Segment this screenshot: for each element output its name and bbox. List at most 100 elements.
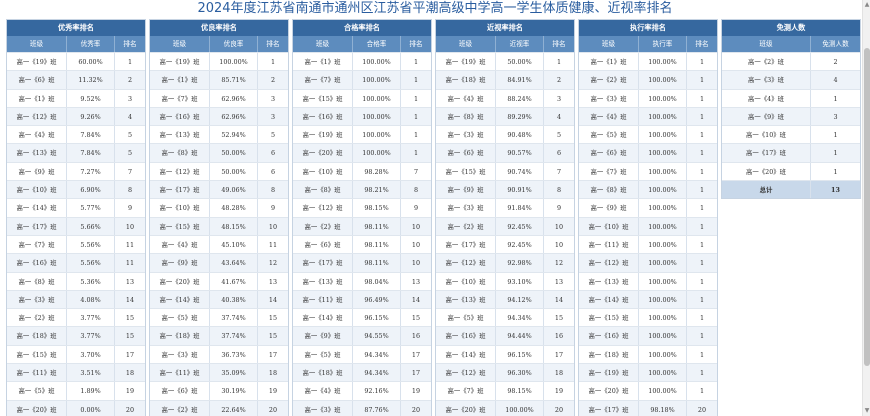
table-row: 高一《13》班 7.84% 5: [7, 143, 145, 162]
table-cell: 5.56%: [67, 254, 115, 272]
table-cell: 1: [833, 94, 838, 103]
table-row: 高一《17》班 5.66% 10: [7, 216, 145, 235]
table-cell: 高一《13》班: [150, 126, 210, 144]
column-header: 执行率: [639, 36, 687, 52]
table-row: 高一《16》班 5.56% 11: [7, 253, 145, 272]
table-cell: 100.00%: [353, 53, 401, 71]
table-cell: 1: [699, 240, 705, 249]
table-cell: 高一《19》班: [150, 53, 210, 71]
table-cell: 100.00%: [639, 162, 687, 181]
table-row: 高一《6》班 11.32% 2: [7, 70, 145, 89]
table-row: 高一《2》班 98.11% 10: [293, 216, 431, 235]
table-cell: 100.00%: [353, 107, 401, 126]
table-cell: 高一《19》班: [436, 53, 496, 71]
table-cell: 20: [411, 405, 421, 414]
table-cell: 1: [699, 387, 705, 396]
table-row: 高一《15》班 100.00% 1: [293, 88, 431, 107]
table-cell: 50.00%: [496, 53, 544, 71]
table-cell: 98.11%: [353, 254, 401, 272]
column-header: 排名: [409, 40, 423, 48]
table-row: 高一《7》班 100.00% 1: [293, 70, 431, 89]
table-cell: 1: [699, 369, 705, 378]
table-cell: 高一《10》班: [150, 199, 210, 217]
table-cell: 3: [270, 94, 276, 103]
table-row: 高一《2》班 3.77% 15: [7, 308, 145, 327]
table-cell: 1: [413, 149, 419, 158]
table-cell: 98.28%: [353, 162, 401, 181]
vertical-scrollbar[interactable]: ▲ ▼: [862, 0, 870, 416]
table-cell: 高一《9》班: [293, 327, 353, 345]
table-cell: 9: [270, 204, 276, 213]
table-cell: 1: [833, 149, 838, 158]
table-cell: 高一《4》班: [150, 235, 210, 254]
table-cell: 高一《10》班: [579, 217, 639, 235]
table-cell: 91.84%: [496, 199, 544, 217]
table-cell: 1: [699, 314, 705, 323]
scroll-up-icon[interactable]: ▲: [864, 1, 870, 8]
table-cell: 20: [697, 405, 707, 414]
table-row: 高一《16》班 100.00% 1: [579, 326, 717, 345]
table-cell: 50.00%: [210, 162, 258, 181]
table-cell: 7.84%: [67, 144, 115, 162]
table-cell: 高一《12》班: [579, 254, 639, 272]
page-title: 2024年度江苏省南通市通州区江苏省平潮高级中学高一学生体质健康、近视率排名: [197, 1, 673, 16]
panel-title: 近视率排名: [436, 20, 574, 36]
table-row: 高一《20》班 0.00% 20: [7, 399, 145, 416]
column-header-row: 班级 优秀率 排名: [7, 36, 145, 52]
table-cell: 11: [125, 259, 135, 268]
table-cell: 高一《15》班: [579, 309, 639, 327]
table-cell: 10: [411, 222, 421, 231]
panel-title: 合格率排名: [293, 20, 431, 36]
table-cell: 40.38%: [210, 290, 258, 309]
table-row: 高一《9》班 43.64% 12: [150, 253, 288, 272]
table-row: 高一《10》班 98.28% 7: [293, 161, 431, 181]
table-row: 高一《5》班 37.74% 15: [150, 308, 288, 327]
scroll-down-icon[interactable]: ▼: [864, 407, 870, 414]
table-cell: 17: [411, 369, 421, 378]
table-cell: 11.32%: [67, 71, 115, 89]
table-cell: 100.00%: [639, 126, 687, 144]
table-cell: 94.55%: [353, 327, 401, 345]
table-cell: 5: [127, 149, 133, 158]
table-row: 高一《9》班 90.91% 8: [436, 180, 574, 199]
table-cell: 高一《18》班: [293, 364, 353, 382]
table-row: 高一《7》班 5.56% 11: [7, 234, 145, 254]
table-cell: 高一《1》班: [293, 53, 353, 71]
scroll-thumb[interactable]: [864, 48, 870, 366]
table-cell: 18: [554, 369, 564, 378]
table-row: 高一《7》班 62.96% 3: [150, 88, 288, 107]
table-cell: 4: [833, 76, 838, 85]
column-header: 免测人数: [822, 40, 849, 48]
table-cell: 1: [833, 167, 838, 176]
table-row: 高一《4》班 45.10% 11: [150, 234, 288, 254]
table-row: 高一《14》班 96.15% 17: [436, 344, 574, 364]
table-row: 高一《19》班 50.00% 1: [436, 52, 574, 71]
table-cell: 高一《6》班: [436, 144, 496, 162]
table-row: 高一《4》班 7.84% 5: [7, 125, 145, 144]
table-row: 高一《9》班 94.55% 16: [293, 326, 431, 345]
table-cell: 高一《12》班: [436, 254, 496, 272]
table-cell: 高一《10》班: [293, 162, 353, 181]
table-cell: 13: [411, 277, 421, 286]
table-row: 高一《5》班 100.00% 1: [579, 125, 717, 144]
table-cell: 96.49%: [353, 290, 401, 309]
table-cell: 98.11%: [353, 217, 401, 235]
table-row: 高一《8》班 98.21% 8: [293, 180, 431, 199]
table-cell: 92.98%: [496, 254, 544, 272]
table-row: 高一《1》班 85.71% 2: [150, 70, 288, 89]
table-cell: 35.09%: [210, 364, 258, 382]
table-row: 高一《18》班 100.00% 1: [579, 344, 717, 364]
table-cell: 100.00%: [639, 382, 687, 400]
column-header-row: 班级 执行率 排名: [579, 36, 717, 52]
table-cell: 62.96%: [210, 89, 258, 107]
table-cell: 8: [270, 186, 276, 195]
table-row: 高一《3》班 91.84% 9: [436, 198, 574, 217]
table-cell: 90.48%: [496, 126, 544, 144]
table-cell: 高一《18》班: [7, 327, 67, 345]
table-cell: 15: [125, 332, 135, 341]
table-cell: 100.00%: [639, 53, 687, 71]
table-cell: 1.89%: [67, 382, 115, 400]
table-cell: 48.15%: [210, 217, 258, 235]
table-row: 高一《20》班 100.00% 1: [293, 143, 431, 162]
table-cell: 1: [413, 76, 419, 85]
